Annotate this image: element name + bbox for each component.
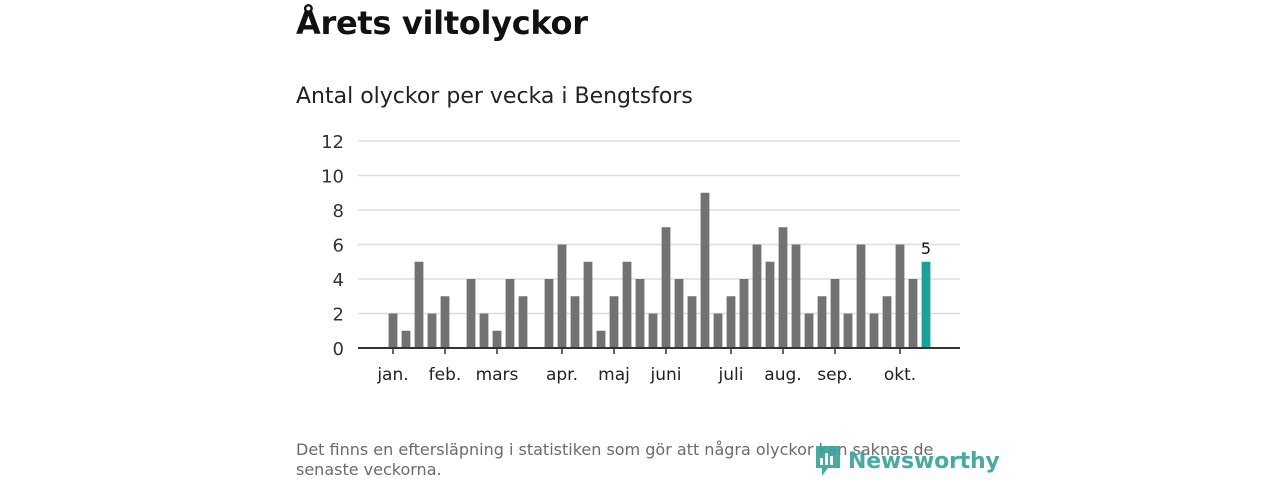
bar — [466, 279, 476, 348]
bar — [479, 313, 489, 348]
x-tick-label: aug. — [764, 365, 801, 385]
bar — [713, 313, 723, 348]
bar — [700, 192, 710, 348]
x-tick-label: apr. — [546, 365, 578, 385]
bar — [583, 261, 593, 348]
bar — [895, 244, 905, 348]
x-tick-label: jan. — [376, 365, 408, 385]
value-labels: 5 — [921, 239, 931, 258]
y-axis-ticks: 0 2 4 6 8 10 12 — [321, 132, 344, 360]
bar — [388, 313, 398, 348]
bar-highlight — [921, 261, 931, 348]
bar — [544, 279, 554, 348]
x-tick-label: feb. — [429, 365, 462, 385]
x-tick-label: mars — [476, 365, 519, 385]
bar — [492, 330, 502, 348]
y-tick-label: 10 — [321, 167, 344, 188]
bar — [427, 313, 437, 348]
x-tick-label: sep. — [817, 365, 853, 385]
bar — [726, 296, 736, 348]
bar — [609, 296, 619, 348]
bar — [791, 244, 801, 348]
bar — [505, 279, 515, 348]
bar — [674, 279, 684, 348]
bar — [765, 261, 775, 348]
y-tick-label: 12 — [321, 132, 344, 153]
x-axis-ticks: jan. feb. mars apr. maj juni juli aug. sep. okt. — [376, 348, 916, 385]
bar — [752, 244, 762, 348]
bar — [869, 313, 879, 348]
brand: Newsworthy — [814, 444, 1000, 478]
bar — [622, 261, 632, 348]
bar — [518, 296, 528, 348]
x-tick-label: juli — [718, 365, 744, 385]
page-title: Årets viltolyckor — [296, 4, 588, 42]
bar — [908, 279, 918, 348]
y-tick-label: 2 — [333, 305, 344, 326]
bar — [830, 279, 840, 348]
bars — [388, 192, 931, 348]
bar — [414, 261, 424, 348]
newsworthy-logo-icon — [816, 446, 840, 476]
x-tick-label: okt. — [884, 365, 916, 385]
bar — [843, 313, 853, 348]
x-tick-label: maj — [598, 365, 630, 385]
bar — [661, 227, 671, 348]
bar — [570, 296, 580, 348]
bar — [401, 330, 411, 348]
bar — [882, 296, 892, 348]
bar — [596, 330, 606, 348]
bar — [648, 313, 658, 348]
bar — [778, 227, 788, 348]
chart-subtitle: Antal olyckor per vecka i Bengtsfors — [296, 84, 693, 109]
footnote: Det finns en eftersläpning i statistiken… — [296, 440, 934, 479]
x-tick-label: juni — [650, 365, 682, 385]
bar — [817, 296, 827, 348]
bar — [635, 279, 645, 348]
last-value-label: 5 — [921, 239, 931, 258]
brand-name: Newsworthy — [848, 448, 1000, 474]
y-tick-label: 4 — [333, 270, 344, 291]
bar — [687, 296, 697, 348]
y-tick-label: 0 — [333, 339, 344, 360]
bar-chart: 0 2 4 6 8 10 12 jan. feb. mars apr. maj juni juli aug… — [321, 132, 960, 385]
grid-lines — [358, 140, 960, 315]
bar — [856, 244, 866, 348]
bar — [739, 279, 749, 348]
y-tick-label: 6 — [333, 236, 344, 257]
y-tick-label: 8 — [333, 201, 344, 222]
bar — [557, 244, 567, 348]
bar — [440, 296, 450, 348]
bar — [804, 313, 814, 348]
